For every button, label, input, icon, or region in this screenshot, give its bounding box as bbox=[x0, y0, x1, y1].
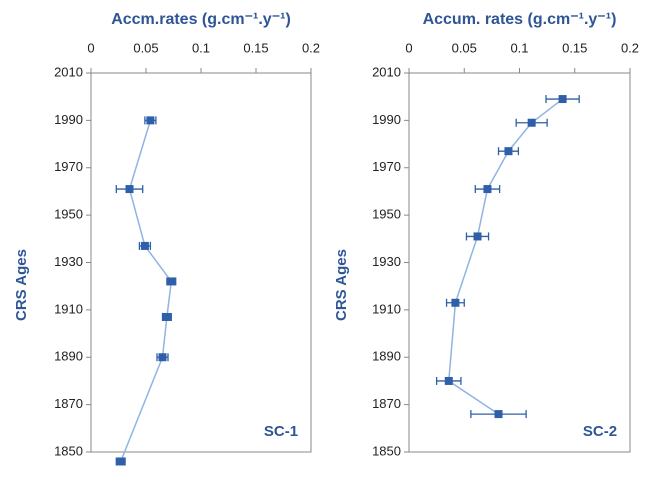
data-point bbox=[494, 410, 503, 419]
data-point bbox=[483, 185, 492, 194]
x-tick-label: 0.15 bbox=[562, 40, 587, 55]
chart-title: Accm.rates (g.cm⁻¹.y⁻¹) bbox=[111, 11, 291, 28]
data-point bbox=[158, 353, 167, 362]
plot-frame bbox=[408, 72, 631, 453]
data-point bbox=[162, 312, 171, 321]
y-tick-label: 1950 bbox=[54, 207, 83, 222]
y-tick-label: 1930 bbox=[54, 254, 83, 269]
y-tick-label: 1910 bbox=[54, 301, 83, 316]
x-tick-label: 0.2 bbox=[621, 40, 639, 55]
y-tick-label: 1970 bbox=[54, 159, 83, 174]
data-point bbox=[504, 147, 513, 156]
y-tick-label: 1930 bbox=[372, 254, 401, 269]
x-tick-label: 0.05 bbox=[133, 40, 158, 55]
data-point bbox=[140, 241, 149, 250]
y-tick-label: 1890 bbox=[54, 349, 83, 364]
data-line bbox=[120, 120, 173, 462]
y-tick-label: 2010 bbox=[372, 64, 401, 79]
data-point bbox=[558, 95, 567, 104]
y-axis-label: CRS Ages bbox=[333, 249, 350, 321]
x-tick-label: 0.1 bbox=[510, 40, 528, 55]
y-tick-label: 1890 bbox=[372, 349, 401, 364]
data-point bbox=[473, 232, 482, 241]
data-point bbox=[451, 298, 460, 307]
data-point bbox=[125, 185, 134, 194]
y-tick-label: 1850 bbox=[54, 443, 83, 458]
x-tick-label: 0.2 bbox=[302, 40, 320, 55]
y-tick-label: 1990 bbox=[372, 112, 401, 127]
y-tick-label: 1950 bbox=[372, 207, 401, 222]
data-point bbox=[444, 376, 453, 385]
y-tick-label: 1910 bbox=[372, 301, 401, 316]
x-tick-label: 0 bbox=[87, 40, 94, 55]
y-tick-label: 2010 bbox=[54, 64, 83, 79]
y-tick-label: 1990 bbox=[54, 112, 83, 127]
chart-title: Accum. rates (g.cm⁻¹.y⁻¹) bbox=[423, 11, 617, 28]
data-point bbox=[527, 118, 536, 127]
panel-label: SC-2 bbox=[583, 423, 617, 440]
panel-label: SC-1 bbox=[264, 423, 298, 440]
data-point bbox=[167, 277, 176, 286]
data-line bbox=[447, 98, 564, 415]
y-tick-label: 1970 bbox=[372, 159, 401, 174]
data-point bbox=[116, 457, 125, 466]
y-tick-label: 1850 bbox=[372, 443, 401, 458]
x-tick-label: 0 bbox=[405, 40, 412, 55]
x-tick-label: 0.1 bbox=[192, 40, 210, 55]
y-axis-label: CRS Ages bbox=[13, 249, 30, 321]
y-tick-label: 1870 bbox=[372, 396, 401, 411]
x-tick-label: 0.05 bbox=[452, 40, 477, 55]
plot-frame bbox=[90, 72, 312, 453]
x-tick-label: 0.15 bbox=[243, 40, 268, 55]
data-point bbox=[146, 116, 155, 125]
y-tick-label: 1870 bbox=[54, 396, 83, 411]
